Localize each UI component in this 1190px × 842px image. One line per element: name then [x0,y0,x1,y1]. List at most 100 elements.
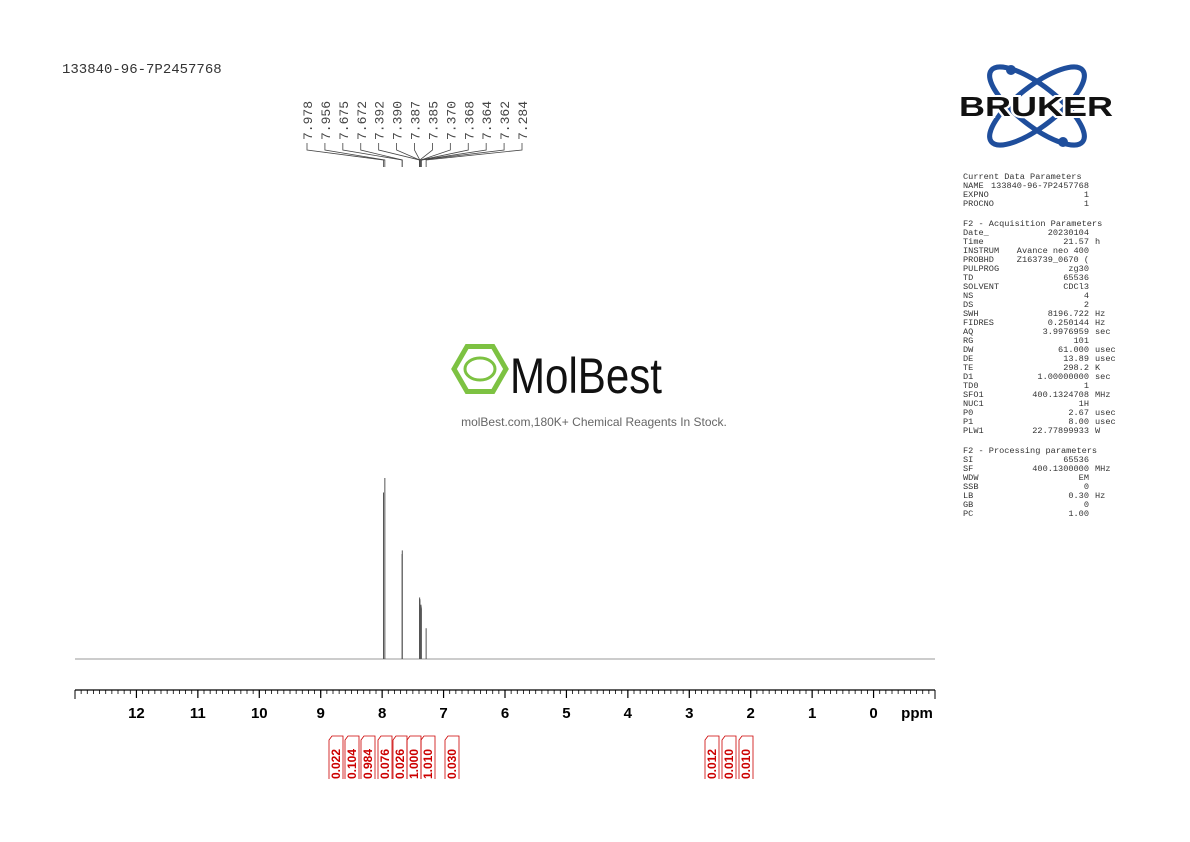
integral-label: 0.010 [722,749,736,779]
watermark-tagline: molBest.com,180K+ Chemical Reagents In S… [461,415,727,429]
param-name: PC [963,509,973,519]
watermark: MolBest molBest.com,180K+ Chemical Reage… [451,344,727,429]
param-value: zg30 [1068,264,1089,274]
param-value: 0 [1084,482,1089,492]
param-name: FIDRES [963,318,994,328]
peak-label-leader [420,143,505,167]
x-tick-label: 2 [747,705,755,722]
x-tick-label: 8 [378,705,386,722]
param-value: 2 [1084,300,1089,310]
param-name: PULPROG [963,264,999,274]
param-name: SFO1 [963,390,984,400]
integral-label: 0.104 [345,749,359,779]
param-value: 101 [1074,336,1089,346]
integral-bracket [360,735,376,779]
param-unit: Hz [1095,309,1105,319]
integral-label: 0.010 [739,749,753,779]
x-tick-label: 7 [439,705,447,722]
integral-label: 0.030 [445,749,459,779]
param-unit: MHz [1095,464,1110,474]
peak-label: 7.368 [462,101,477,140]
param-value: 65536 [1063,273,1089,283]
param-name: INSTRUM [963,246,999,256]
peak-label: 7.390 [391,101,406,140]
param-name: SWH [963,309,978,319]
logo-dot [1006,65,1016,75]
peak-label: 7.672 [355,101,370,140]
integral-bracket [738,735,754,779]
param-value: 0.250144 [1048,318,1089,328]
param-unit: usec [1095,408,1116,418]
x-tick-label: 10 [251,705,268,722]
param-value: 0 [1084,500,1089,510]
param-value: 2.67 [1068,408,1089,418]
integral-label: 0.012 [705,749,719,779]
x-tick-label: 12 [128,705,145,722]
x-tick-label: 4 [624,705,633,722]
param-unit: Hz [1095,318,1105,328]
logo-orbit [987,64,1087,148]
param-value: 8.00 [1068,417,1089,427]
param-value: 1.00000000 [1037,372,1089,382]
param-unit: usec [1095,354,1116,364]
peak-label: 7.978 [301,101,316,140]
param-name: DW [963,345,974,355]
x-tick-label: 5 [562,705,570,722]
param-name: TE [963,363,973,373]
integral-bracket [420,735,436,779]
param-unit: MHz [1095,390,1110,400]
param-name: EXPNO [963,190,989,200]
param-name: Time [963,237,984,247]
logo-text: BRUKER [959,91,1113,122]
param-name: SOLVENT [963,282,999,292]
param-unit: sec [1095,327,1110,337]
param-value: 20230104 [1048,228,1089,238]
x-tick-label: 0 [869,705,877,722]
param-name: P0 [963,408,973,418]
param-name: TD [963,273,973,283]
x-tick-label: 6 [501,705,509,722]
integral-label: 0.022 [329,749,343,779]
param-name: RG [963,336,973,346]
param-value: 0.30 [1068,491,1089,501]
param-value: 61.000 [1058,345,1089,355]
integral-label: 1.010 [421,749,435,779]
param-section-title: F2 - Acquisition Parameters [963,219,1102,229]
peak-label-leader [425,143,523,167]
param-value: 65536 [1063,455,1089,465]
param-name: DE [963,354,973,364]
peak-label: 7.387 [409,101,424,140]
param-name: SSB [963,482,978,492]
param-unit: sec [1095,372,1110,382]
logo-orbit [987,64,1087,148]
peak-label: 7.284 [516,101,531,140]
peak-label-leader [306,143,384,167]
param-name: Date_ [963,228,990,238]
param-name: PROBHD [963,255,994,265]
peak-label: 7.385 [426,101,441,140]
param-value: 1.00 [1068,509,1089,519]
sample-id: 133840-96-7P2457768 [62,62,222,78]
peak-label: 7.392 [373,101,388,140]
peak-label: 7.362 [498,101,513,140]
param-unit: h [1095,237,1100,247]
integral-bracket [344,735,360,779]
x-tick-label: 11 [190,705,206,722]
param-name: PROCNO [963,199,994,209]
integral-label: 0.076 [378,749,392,779]
integral-bracket [328,735,344,779]
x-tick-label: 1 [808,705,816,722]
param-value: 1 [1084,190,1089,200]
param-name: NUC1 [963,399,984,409]
param-section-title: Current Data Parameters [963,172,1082,182]
param-name: P1 [963,417,973,427]
bruker-logo: BRUKER [957,64,1115,148]
param-name: DS [963,300,973,310]
param-name: TD0 [963,381,978,391]
param-value: 8196.722 [1048,309,1089,319]
logo-dot [1058,137,1068,147]
param-unit: Hz [1095,491,1105,501]
param-value: 133840-96-7P2457768 [991,181,1089,191]
